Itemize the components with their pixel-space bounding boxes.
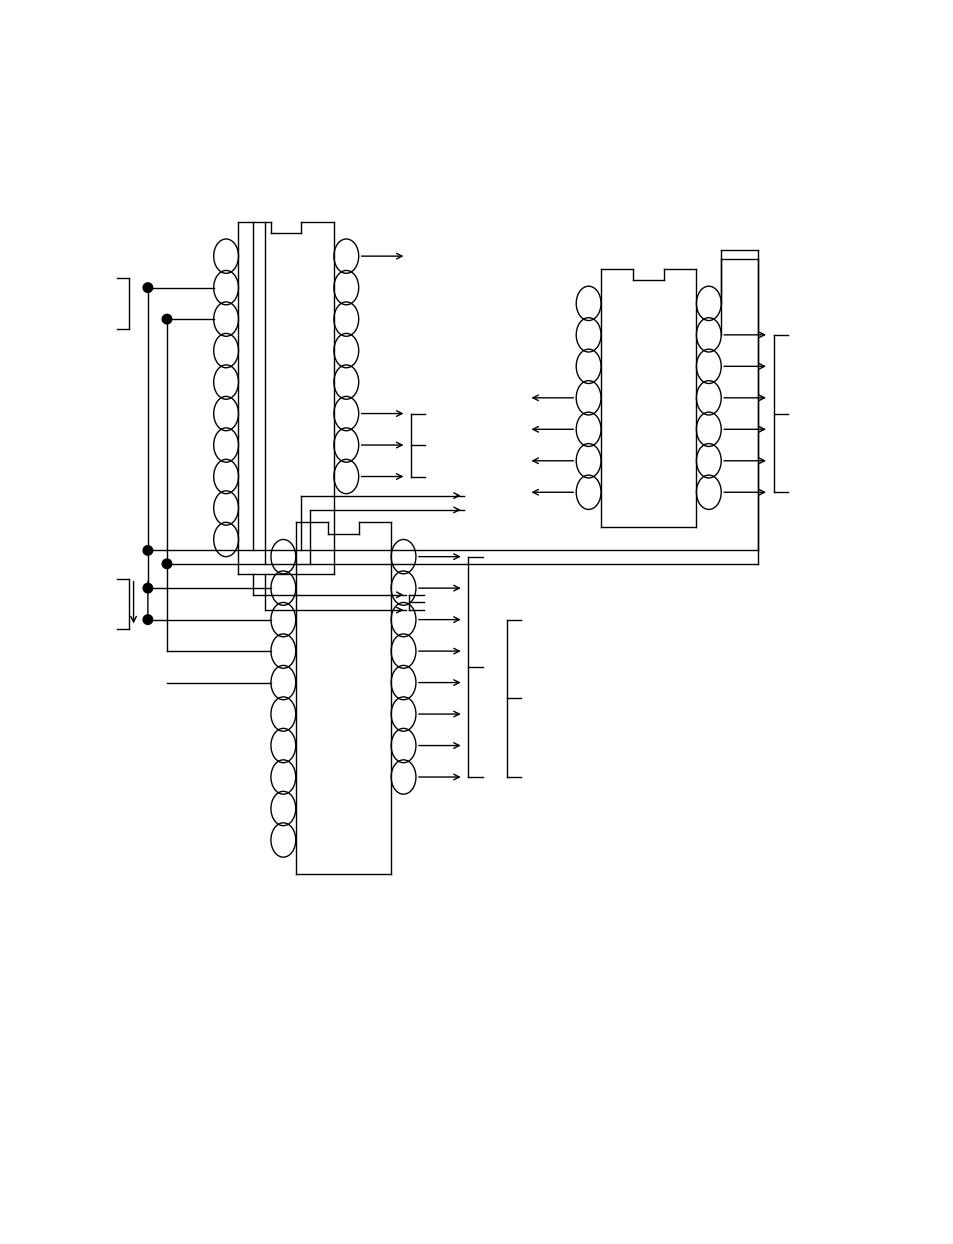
Circle shape <box>162 315 172 323</box>
Circle shape <box>143 583 152 593</box>
Circle shape <box>162 559 172 569</box>
Circle shape <box>143 546 152 555</box>
Circle shape <box>143 615 152 624</box>
Circle shape <box>143 282 152 292</box>
